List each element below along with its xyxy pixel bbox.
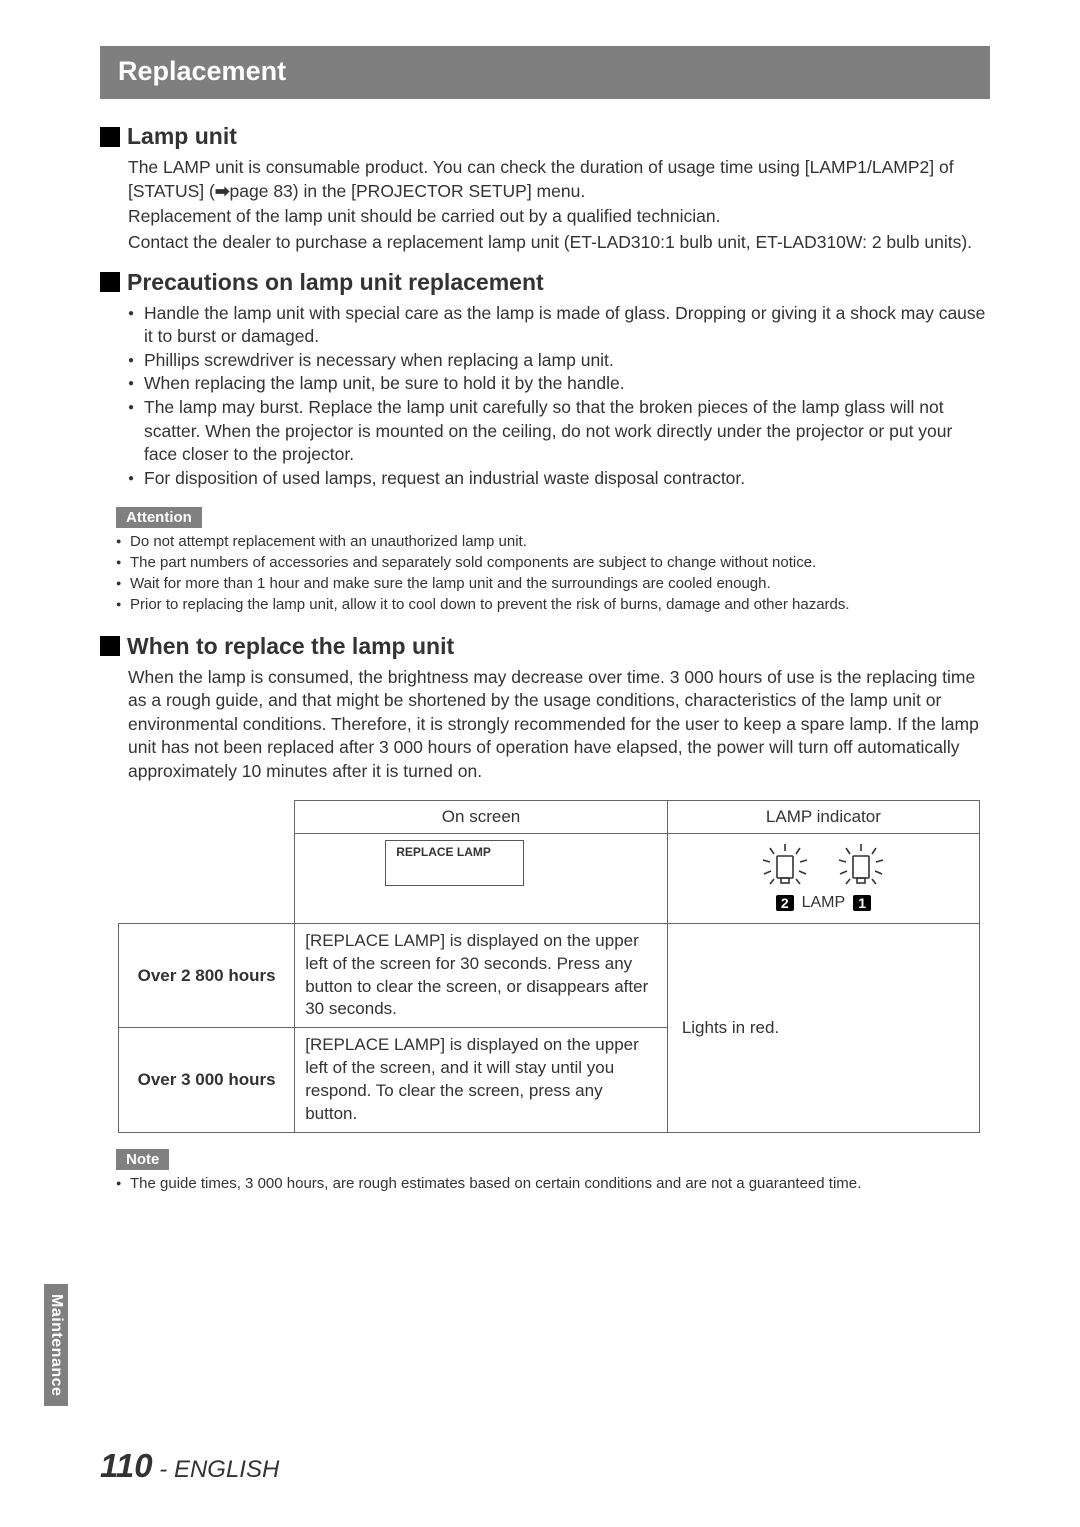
precautions-list: Handle the lamp unit with special care a… bbox=[128, 302, 990, 491]
list-item: Prior to replacing the lamp unit, allow … bbox=[116, 594, 990, 615]
lamp-icon bbox=[760, 844, 810, 890]
list-item: The lamp may burst. Replace the lamp uni… bbox=[128, 396, 990, 467]
attention-list: Do not attempt replacement with an unaut… bbox=[116, 531, 990, 615]
list-item: Phillips screwdriver is necessary when r… bbox=[128, 349, 990, 373]
heading-text: Lamp unit bbox=[127, 123, 237, 150]
lamp-indicator-graphic-cell: 2 LAMP 1 bbox=[667, 833, 979, 923]
lamp-replacement-table: On screen LAMP indicator REPLACE LAMP bbox=[118, 800, 980, 1134]
heading-text: Precautions on lamp unit replacement bbox=[127, 269, 544, 296]
square-icon bbox=[100, 127, 120, 147]
row-label-2800: Over 2 800 hours bbox=[119, 923, 295, 1028]
attention-tag: Attention bbox=[116, 507, 202, 528]
replace-lamp-display-cell: REPLACE LAMP bbox=[295, 833, 668, 923]
lamp-unit-para: The LAMP unit is consumable product. You… bbox=[128, 156, 990, 203]
page-number: 110 bbox=[100, 1447, 153, 1484]
note-tag: Note bbox=[116, 1149, 169, 1170]
when-replace-para: When the lamp is consumed, the brightnes… bbox=[128, 666, 990, 784]
lamp-label-row: 2 LAMP 1 bbox=[676, 894, 971, 912]
lamp-unit-para3: Contact the dealer to purchase a replace… bbox=[128, 231, 990, 255]
col-header-indicator: LAMP indicator bbox=[667, 800, 979, 833]
list-item: Wait for more than 1 hour and make sure … bbox=[116, 573, 990, 594]
empty-cell bbox=[119, 800, 295, 833]
row-desc-2800: [REPLACE LAMP] is displayed on the upper… bbox=[295, 923, 668, 1028]
lamp-icon bbox=[836, 844, 886, 890]
list-item: For disposition of used lamps, request a… bbox=[128, 467, 990, 491]
row-label-3000: Over 3 000 hours bbox=[119, 1028, 295, 1133]
text: page 83) in the [PROJECTOR SETUP] menu. bbox=[230, 181, 586, 201]
square-icon bbox=[100, 272, 120, 292]
note-list: The guide times, 3 000 hours, are rough … bbox=[116, 1173, 990, 1194]
footer-lang: ENGLISH bbox=[174, 1456, 279, 1483]
page-footer: 110 - ENGLISH bbox=[100, 1447, 279, 1485]
row-desc-3000: [REPLACE LAMP] is displayed on the upper… bbox=[295, 1028, 668, 1133]
list-item: Handle the lamp unit with special care a… bbox=[128, 302, 990, 349]
replace-lamp-box: REPLACE LAMP bbox=[385, 840, 524, 886]
square-icon bbox=[100, 636, 120, 656]
heading-precautions: Precautions on lamp unit replacement bbox=[100, 269, 990, 296]
lamp-unit-para2: Replacement of the lamp unit should be c… bbox=[128, 205, 990, 229]
lamp-number-1: 1 bbox=[853, 895, 871, 911]
heading-when-replace: When to replace the lamp unit bbox=[100, 633, 990, 660]
lamp-word: LAMP bbox=[802, 894, 846, 912]
footer-dash: - bbox=[153, 1456, 174, 1483]
list-item: The guide times, 3 000 hours, are rough … bbox=[116, 1173, 990, 1194]
heading-lamp-unit: Lamp unit bbox=[100, 123, 990, 150]
heading-text: When to replace the lamp unit bbox=[127, 633, 454, 660]
lamp-indicator-graphic bbox=[676, 844, 971, 890]
section-header: Replacement bbox=[100, 46, 990, 99]
empty-cell bbox=[119, 833, 295, 923]
list-item: The part numbers of accessories and sepa… bbox=[116, 552, 990, 573]
side-tab-maintenance: Maintenance bbox=[44, 1284, 68, 1406]
list-item: When replacing the lamp unit, be sure to… bbox=[128, 372, 990, 396]
arrow-icon: ➡ bbox=[215, 180, 230, 204]
lamp-number-2: 2 bbox=[776, 895, 794, 911]
col-header-onscreen: On screen bbox=[295, 800, 668, 833]
list-item: Do not attempt replacement with an unaut… bbox=[116, 531, 990, 552]
lights-in-red-cell: Lights in red. bbox=[667, 923, 979, 1133]
